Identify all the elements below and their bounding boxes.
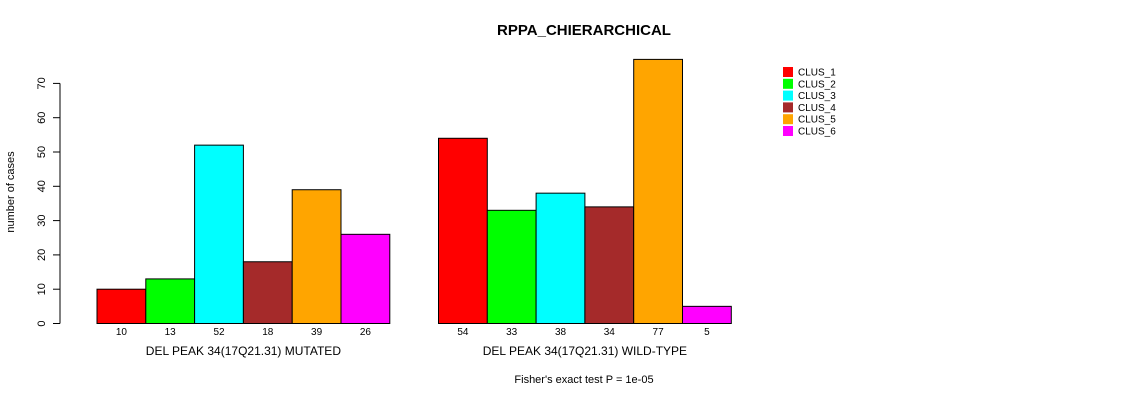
bar-clus-6-group-2 xyxy=(682,305,732,325)
bar-value-label: 33 xyxy=(506,327,518,338)
bar-clus-2-group-1 xyxy=(145,278,196,325)
legend-swatch xyxy=(783,126,793,136)
bar-clus-5-group-2 xyxy=(633,58,684,324)
legend-label: CLUS_3 xyxy=(798,91,836,102)
bar-value-label: 34 xyxy=(604,327,616,338)
legend-swatch xyxy=(783,102,793,113)
y-tick-label: 0 xyxy=(36,320,48,326)
bar-clus-6-group-1 xyxy=(340,233,391,325)
legend-label: CLUS_4 xyxy=(798,103,836,114)
y-tick-label: 60 xyxy=(36,112,48,124)
bar-value-label: 18 xyxy=(262,327,274,338)
bar-value-label: 10 xyxy=(116,327,128,338)
bar-value-label: 54 xyxy=(457,327,469,338)
bar-value-labels: 10 13 52 18 39 26 54 33 38 34 77 5 xyxy=(116,327,710,338)
fisher-test-note: Fisher's exact test P = 1e-05 xyxy=(514,374,653,386)
legend-label: CLUS_6 xyxy=(798,127,836,138)
group-labels: DEL PEAK 34(17Q21.31) MUTATED DEL PEAK 34… xyxy=(146,344,687,358)
bar-clus-4-group-1 xyxy=(242,261,293,325)
legend-swatch xyxy=(783,114,793,125)
bar-clus-2-group-2 xyxy=(486,209,537,324)
bar-value-label: 5 xyxy=(704,327,710,338)
bar-clus-5-group-1 xyxy=(291,189,342,324)
group-label-2: DEL PEAK 34(17Q21.31) WILD-TYPE xyxy=(483,344,687,358)
bar-clus-1-group-1 xyxy=(96,288,147,325)
bar-value-label: 26 xyxy=(360,327,372,338)
y-axis-label: number of cases xyxy=(5,151,17,233)
y-tick-label: 30 xyxy=(36,214,48,226)
legend-swatch xyxy=(783,67,793,77)
legend-label: CLUS_5 xyxy=(798,115,836,126)
y-tick-label: 70 xyxy=(36,77,48,89)
chart-title: RPPA_CHIERARCHICAL xyxy=(497,22,671,39)
y-tick-label: 50 xyxy=(36,146,48,158)
bar-clus-1-group-2 xyxy=(438,137,488,324)
bar-clus-4-group-2 xyxy=(584,206,635,325)
legend-label: CLUS_1 xyxy=(798,68,836,79)
legend-swatch xyxy=(783,78,793,89)
legend-label: CLUS_2 xyxy=(798,79,836,90)
bars xyxy=(96,58,732,325)
y-axis: 0 10 20 30 40 50 60 70 xyxy=(36,77,61,327)
bar-clus-3-group-2 xyxy=(535,192,586,324)
y-tick-label: 40 xyxy=(36,180,48,192)
bar-value-label: 39 xyxy=(311,327,323,338)
bar-value-label: 38 xyxy=(555,327,567,338)
bar-value-label: 77 xyxy=(653,327,665,338)
bar-clus-3-group-1 xyxy=(194,144,244,324)
legend-swatch xyxy=(783,90,793,101)
group-label-1: DEL PEAK 34(17Q21.31) MUTATED xyxy=(146,344,342,358)
bar-value-label: 52 xyxy=(213,327,225,338)
y-tick-label: 20 xyxy=(36,249,48,261)
y-tick-label: 10 xyxy=(36,283,48,295)
bar-value-label: 13 xyxy=(165,327,177,338)
